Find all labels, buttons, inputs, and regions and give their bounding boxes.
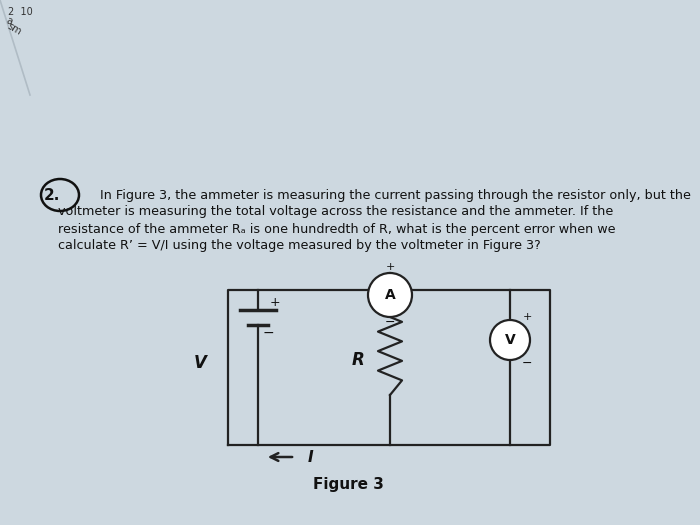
Text: resistance of the ammeter Rₐ is one hundredth of R, what is the percent error wh: resistance of the ammeter Rₐ is one hund… — [58, 223, 615, 236]
Circle shape — [490, 320, 530, 360]
Text: a: a — [5, 16, 14, 27]
Circle shape — [368, 273, 412, 317]
Text: In Figure 3, the ammeter is measuring the current passing through the resistor o: In Figure 3, the ammeter is measuring th… — [100, 188, 691, 202]
Text: voltmeter is measuring the total voltage across the resistance and the ammeter. : voltmeter is measuring the total voltage… — [58, 205, 613, 218]
Text: −: − — [385, 316, 396, 329]
Text: −: − — [262, 326, 274, 340]
Text: R: R — [351, 351, 365, 369]
Text: sm: sm — [5, 21, 22, 37]
Text: I: I — [308, 449, 314, 465]
Text: +: + — [522, 312, 532, 322]
Text: Figure 3: Figure 3 — [313, 478, 384, 492]
Text: calculate R’ = V/I using the voltage measured by the voltmeter in Figure 3?: calculate R’ = V/I using the voltage mea… — [58, 239, 540, 253]
Text: 2.: 2. — [44, 187, 60, 203]
Text: 2  10: 2 10 — [8, 7, 33, 17]
Text: A: A — [384, 288, 395, 302]
Text: +: + — [270, 297, 280, 310]
Text: +: + — [385, 262, 395, 272]
Text: V: V — [194, 354, 206, 372]
Text: V: V — [505, 333, 515, 347]
Text: −: − — [522, 356, 532, 370]
